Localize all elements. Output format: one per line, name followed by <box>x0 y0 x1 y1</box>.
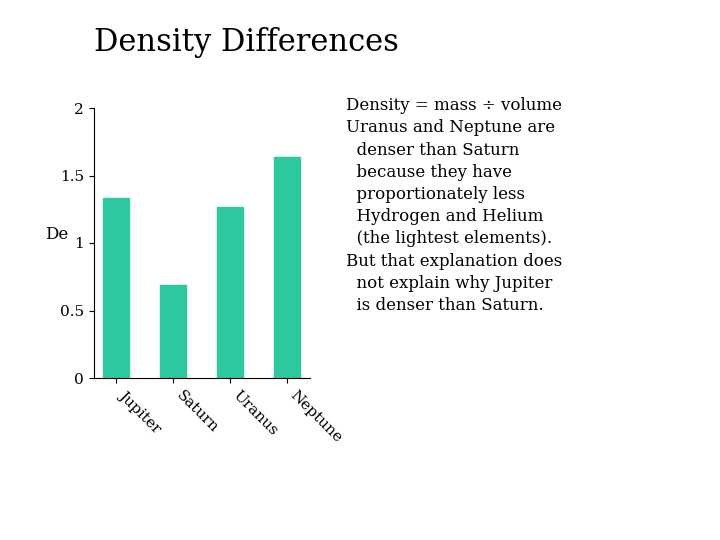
Bar <box>161 285 186 378</box>
Bar <box>217 206 243 378</box>
Y-axis label: De: De <box>45 226 68 243</box>
Text: Density Differences: Density Differences <box>94 27 398 58</box>
Text: Density = mass ÷ volume
Uranus and Neptune are
  denser than Saturn
  because th: Density = mass ÷ volume Uranus and Neptu… <box>346 97 562 314</box>
Bar <box>274 157 300 378</box>
Bar <box>104 198 129 378</box>
